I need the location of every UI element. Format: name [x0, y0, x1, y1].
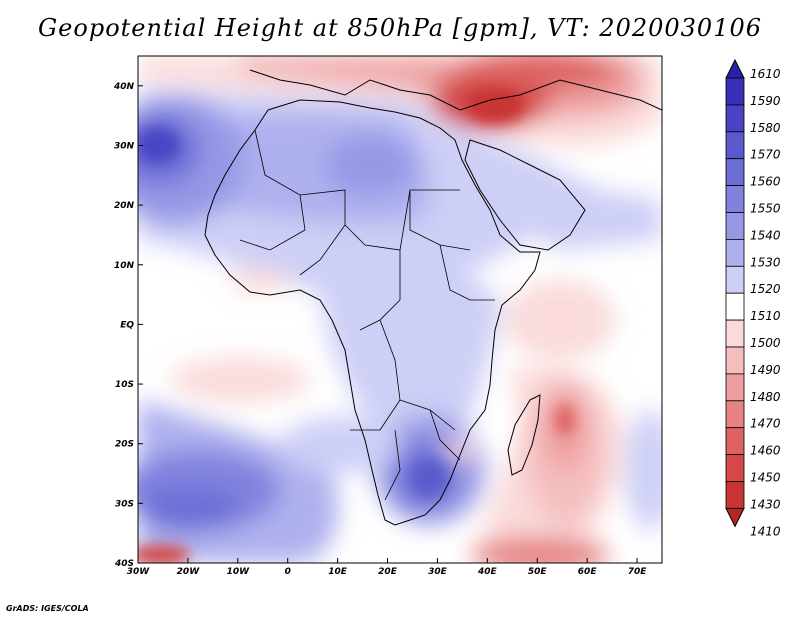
- colorbar-label: 1520: [750, 282, 781, 296]
- colorbar-label: 1560: [750, 175, 781, 189]
- europe-coastline: [249, 69, 662, 111]
- colorbar-bottom-arrow: [725, 507, 745, 528]
- x-tick-label: 50E: [528, 567, 548, 577]
- x-tick-label: 20W: [177, 567, 201, 577]
- y-tick-label: 40N: [113, 82, 135, 92]
- colorbar-swatch: [725, 238, 745, 267]
- y-tick-label: 40S: [114, 559, 134, 569]
- colorbar-label: 1550: [750, 202, 781, 216]
- colorbar-swatch: [725, 373, 745, 402]
- x-tick-label: 70E: [628, 567, 648, 577]
- colorbar-label: 1570: [750, 148, 781, 162]
- y-tick-label: EQ: [120, 320, 134, 330]
- x-tick-label: 30W: [127, 567, 151, 577]
- y-tick-label: 10N: [114, 261, 135, 271]
- colorbar-label: 1460: [750, 444, 781, 458]
- y-tick-label: 20S: [115, 440, 134, 450]
- africa-coastline: [204, 99, 541, 526]
- x-tick-label: 10E: [328, 567, 348, 577]
- colorbar-label: 1580: [750, 121, 781, 135]
- x-tick-label: 30E: [428, 567, 448, 577]
- colorbar-swatch: [725, 212, 745, 240]
- x-tick-label: 10W: [227, 567, 251, 577]
- x-tick-label: 20E: [378, 567, 398, 577]
- x-tick-label: 60E: [578, 567, 598, 577]
- colorbar-label: 1540: [750, 228, 781, 242]
- colorbar-swatch: [725, 481, 745, 509]
- colorbar-label: 1590: [750, 94, 781, 108]
- colorbar-swatch: [725, 292, 745, 321]
- colorbar-label: 1410: [750, 524, 781, 538]
- y-axis: 40N 30N 20N 10N EQ 10S 20S 30S 40S: [113, 82, 143, 569]
- x-axis: 30W 20W 10W 0 10E 20E 30E 40E 50E 60E 70E: [127, 558, 647, 577]
- credit-label: GrADS: IGES/COLA: [6, 604, 89, 613]
- colorbar-swatch: [725, 454, 745, 482]
- colorbar-swatch: [725, 346, 745, 375]
- colorbar-swatch: [725, 185, 745, 213]
- colorbar-label: 1450: [750, 471, 781, 485]
- arabia-coastline: [464, 139, 586, 251]
- colorbar-top-arrow: [725, 58, 745, 79]
- colorbar-swatch: [725, 400, 745, 429]
- colorbar-swatch: [725, 427, 745, 456]
- colorbar-swatch: [725, 319, 745, 348]
- colorbar-swatch: [725, 131, 745, 160]
- colorbar-swatch: [725, 77, 745, 106]
- x-tick-label: 0: [285, 567, 291, 577]
- colorbar-swatch: [725, 104, 745, 133]
- colorbar-swatch: [725, 158, 745, 186]
- height-field: [138, 56, 662, 563]
- y-tick-label: 30N: [114, 141, 135, 151]
- colorbar-label: 1510: [750, 309, 781, 323]
- madagascar-coastline: [507, 394, 541, 476]
- colorbar-label: 1530: [750, 255, 781, 269]
- country-borders: [239, 129, 495, 501]
- plot-frame: [137, 55, 663, 564]
- x-tick-label: 40E: [477, 567, 498, 577]
- colorbar-label: 1500: [750, 336, 781, 350]
- colorbar-label: 1490: [750, 363, 781, 377]
- colorbar-label: 1480: [750, 390, 781, 404]
- colorbar-label: 1470: [750, 417, 781, 431]
- colorbar-label: 1430: [750, 497, 781, 511]
- y-tick-label: 10S: [115, 380, 134, 390]
- y-tick-label: 20N: [114, 201, 135, 211]
- colorbar-swatch: [725, 265, 745, 294]
- map-title: Geopotential Height at 850hPa [gpm], VT:…: [38, 14, 762, 42]
- y-tick-label: 30S: [115, 499, 134, 509]
- colorbar-label: 1610: [750, 67, 781, 81]
